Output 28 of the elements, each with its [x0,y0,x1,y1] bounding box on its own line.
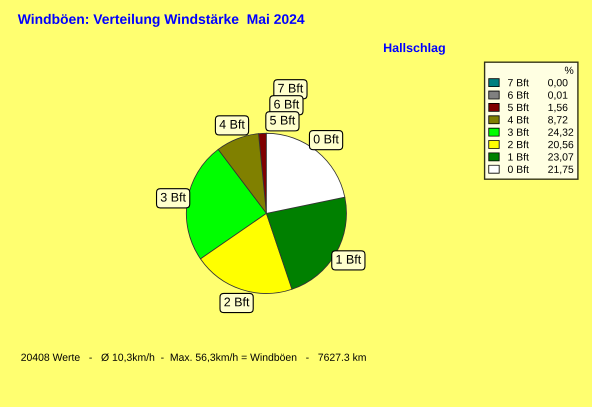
legend-label: 2 Bft [508,140,529,148]
data-label: 8,72 [548,116,568,125]
legend-label: 0 Bft [508,165,529,173]
category-label: 7 Bft [278,83,304,93]
slice-label: 5 Bft [270,115,296,125]
legend-label: 4 Bft [508,116,529,124]
data-label: 20,56 [548,140,574,150]
legend-label: 1 Bft [508,152,529,161]
chart-subtitle: Hallschlag [384,42,445,55]
data-label: 1,56 [548,104,568,112]
text: 20408 Werte - Ø 10,3km/h - Max. 56,3km/h = Windböen - 7627.3 km [21,353,366,362]
slice-label: 2 Bft [224,297,250,306]
chart-title: Windböen: Verteilung Windstärke Mai 2024 [18,14,305,27]
data-label: 21,75 [548,166,574,174]
slice-label: 1 Bft [336,254,362,264]
data-label: 23,07 [548,153,574,162]
data-label: 0,01 [548,91,568,100]
text: 0,00 [548,79,568,88]
slice-label: 3 Bft [160,192,186,202]
legend-label: 5 Bft [508,103,529,112]
legend-label: 3 Bft [508,128,529,136]
legend-label: 7 Bft [508,78,529,86]
slice-label: 0 Bft [314,134,339,144]
slice-label: 4 Bft [219,120,245,129]
data-label: 24,32 [548,128,574,138]
legend-label: 6 Bft [508,91,529,99]
slice-label: 6 Bft [274,99,300,109]
legend-title: % [564,66,574,74]
